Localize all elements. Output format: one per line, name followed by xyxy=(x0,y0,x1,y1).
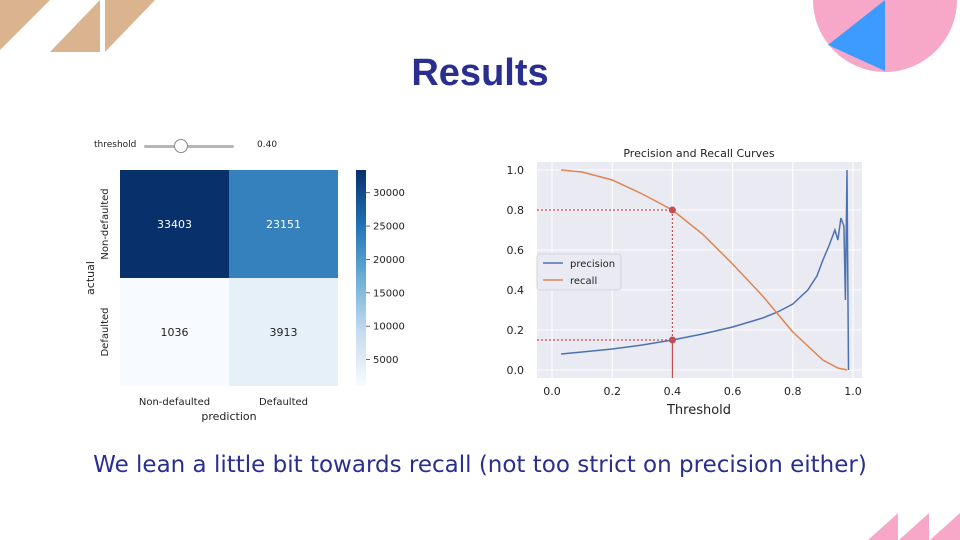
x-tick-label: 1.0 xyxy=(844,385,862,398)
y-tick-label: 1.0 xyxy=(507,164,525,177)
x-tick-label: 0.2 xyxy=(603,385,621,398)
bottom-right-decoration xyxy=(868,513,960,540)
slide-caption: We lean a little bit towards recall (not… xyxy=(93,452,867,478)
threshold-slider-handle[interactable] xyxy=(174,139,189,153)
heatmap-cell xyxy=(229,170,338,278)
x-axis-label: prediction xyxy=(201,410,256,423)
top-left-decoration xyxy=(0,0,155,52)
deco-triangle xyxy=(0,0,50,50)
deco-triangle xyxy=(105,0,155,52)
y-axis-label: actual xyxy=(84,261,97,295)
heatmap-cell xyxy=(120,278,229,386)
colorbar-tick-label: 20000 xyxy=(373,255,405,266)
x-tick-label: 0.8 xyxy=(784,385,802,398)
y-tick-label: Defaulted xyxy=(100,307,111,356)
cell-value-label: 1036 xyxy=(161,326,189,339)
confusion-matrix-heatmap: 33403 23151 1036 3913 actual prediction Non… xyxy=(84,170,405,423)
x-tick-label: 0.4 xyxy=(664,385,682,398)
heatmap-cell xyxy=(120,170,229,278)
x-tick-label: 0.0 xyxy=(543,385,561,398)
heatmap-cell xyxy=(229,278,338,386)
threshold-value: 0.40 xyxy=(257,140,278,150)
deco-triangle xyxy=(899,513,929,540)
legend-precision-label: precision xyxy=(570,259,615,270)
colorbar-tick-label: 25000 xyxy=(373,222,405,233)
colorbar-tick-label: 10000 xyxy=(373,322,405,333)
y-tick-label: 0.2 xyxy=(507,324,525,337)
threshold-slider-track[interactable] xyxy=(144,145,234,148)
precision-recall-chart: Precision and Recall Curves 0.0 0.2 0.4 0.6… xyxy=(507,147,862,418)
threshold-marker xyxy=(668,206,676,214)
deco-triangle xyxy=(50,0,100,52)
y-tick-label: 0.6 xyxy=(507,244,525,257)
legend: precision recall xyxy=(536,253,622,291)
cell-value-label: 33403 xyxy=(157,218,192,231)
x-tick-label: Non-defaulted xyxy=(139,397,210,408)
y-tick-label: 0.8 xyxy=(507,204,525,217)
deco-wedge xyxy=(828,0,885,71)
x-tick-label: 0.6 xyxy=(724,385,742,398)
series-line-recall xyxy=(561,169,848,371)
slide-title: Results xyxy=(411,52,549,94)
colorbar-tick-label: 15000 xyxy=(373,288,405,299)
colorbar-tick-label: 5000 xyxy=(373,355,398,366)
y-tick-label: 0.0 xyxy=(507,364,525,377)
cell-value-label: 3913 xyxy=(270,326,298,339)
y-tick-label: Non-defaulted xyxy=(100,188,111,259)
x-tick-label: Defaulted xyxy=(259,397,308,408)
threshold-label: threshold xyxy=(94,140,137,150)
colorbar xyxy=(356,170,366,386)
deco-triangle xyxy=(930,513,960,540)
chart-title: Precision and Recall Curves xyxy=(623,147,775,160)
cell-value-label: 23151 xyxy=(266,218,301,231)
x-axis-label: Threshold xyxy=(666,403,731,418)
y-tick-label: 0.4 xyxy=(507,284,525,297)
threshold-marker xyxy=(668,336,676,344)
top-right-decoration xyxy=(813,0,957,72)
legend-recall-label: recall xyxy=(570,276,597,287)
colorbar-tick-label: 30000 xyxy=(373,188,405,199)
deco-triangle xyxy=(868,513,898,540)
threshold-widget: threshold 0.40 xyxy=(85,136,285,156)
series-line-precision xyxy=(561,169,850,371)
